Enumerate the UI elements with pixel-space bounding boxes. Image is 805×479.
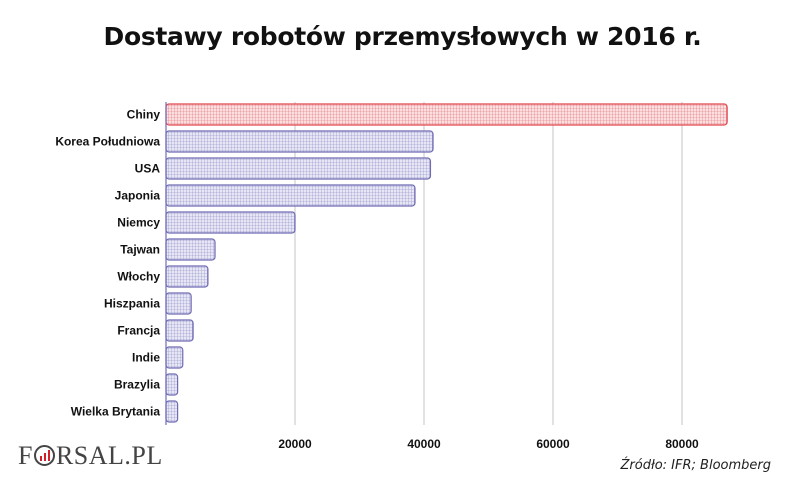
logo-chart-icon: [33, 445, 55, 466]
x-tick-label: 60000: [536, 437, 570, 451]
bar-wielka-brytania: [165, 400, 179, 423]
x-tick-label: 20000: [278, 437, 312, 451]
bar-włochy: [165, 265, 209, 288]
chart-title: Dostawy robotów przemysłowych w 2016 r.: [103, 22, 702, 51]
category-label: USA: [135, 162, 161, 176]
category-label: Korea Południowa: [55, 135, 160, 149]
category-label: Indie: [132, 351, 160, 365]
x-tick-label: 40000: [407, 437, 441, 451]
category-label: Chiny: [127, 108, 161, 122]
bars: [165, 103, 728, 423]
bar-tajwan: [165, 238, 216, 261]
bar-indie: [165, 346, 184, 369]
category-labels: Chiny Korea Południowa USA Japonia Niemcy Taj…: [55, 108, 160, 419]
bar-korea-południowa: [165, 130, 434, 153]
bar-japonia: [165, 184, 416, 207]
bar-brazylia: [165, 373, 179, 396]
bar-niemcy: [165, 211, 296, 234]
x-tick-label: 80000: [665, 437, 699, 451]
forsal-logo: F RSAL.PL: [18, 441, 163, 470]
bar-chiny: [165, 103, 728, 126]
category-label: Niemcy: [117, 216, 160, 230]
bar-hiszpania: [165, 292, 192, 315]
bar-francja: [165, 319, 194, 342]
category-label: Włochy: [117, 270, 160, 284]
category-label: Brazylia: [114, 378, 160, 392]
x-tick-labels: 20000 40000 60000 80000: [278, 437, 699, 451]
category-label: Tajwan: [120, 243, 160, 257]
gridlines: [294, 102, 683, 425]
category-label: Francja: [117, 324, 160, 338]
category-label: Hiszpania: [104, 297, 160, 311]
category-label: Japonia: [115, 189, 161, 203]
category-label: Wielka Brytania: [71, 405, 161, 419]
bar-usa: [165, 157, 432, 180]
source-note: Źródło: IFR; Bloomberg: [620, 458, 771, 473]
